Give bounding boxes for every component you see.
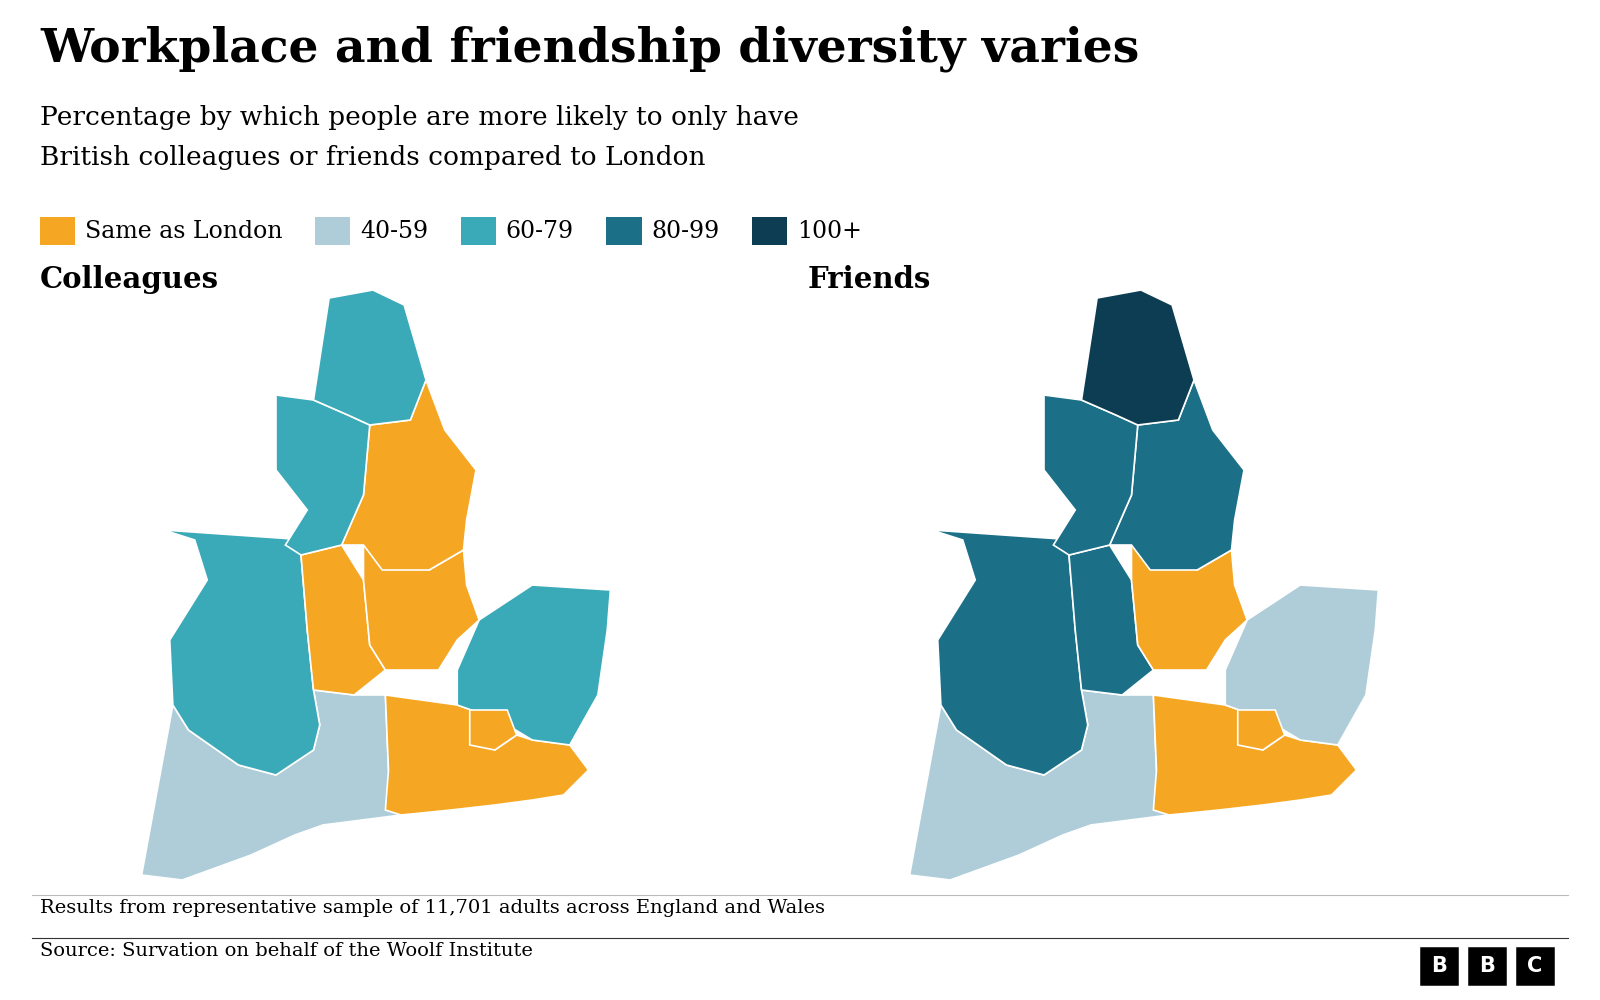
Text: 80-99: 80-99 — [651, 220, 720, 242]
Polygon shape — [142, 690, 451, 880]
FancyBboxPatch shape — [1466, 945, 1509, 987]
Polygon shape — [277, 395, 370, 555]
Text: Friends: Friends — [808, 265, 931, 294]
Polygon shape — [1082, 290, 1194, 425]
Polygon shape — [1238, 710, 1285, 750]
Polygon shape — [931, 530, 1088, 775]
Polygon shape — [363, 545, 478, 670]
Polygon shape — [342, 380, 475, 570]
Polygon shape — [163, 530, 320, 775]
Polygon shape — [1226, 585, 1378, 745]
Polygon shape — [1154, 695, 1357, 815]
Text: 40-59: 40-59 — [360, 220, 429, 242]
FancyBboxPatch shape — [1418, 945, 1461, 987]
Polygon shape — [910, 690, 1219, 880]
Text: Colleagues: Colleagues — [40, 265, 219, 294]
FancyBboxPatch shape — [1514, 945, 1557, 987]
Polygon shape — [386, 695, 589, 815]
Polygon shape — [1069, 545, 1154, 695]
Text: 60-79: 60-79 — [506, 220, 574, 242]
Text: 100+: 100+ — [797, 220, 862, 242]
Polygon shape — [1131, 545, 1246, 670]
Text: Source: Survation on behalf of the Woolf Institute: Source: Survation on behalf of the Woolf… — [40, 942, 533, 960]
Text: British colleagues or friends compared to London: British colleagues or friends compared t… — [40, 145, 706, 170]
Text: B: B — [1430, 956, 1446, 976]
Text: B: B — [1478, 956, 1494, 976]
Polygon shape — [470, 710, 517, 750]
Polygon shape — [1043, 395, 1138, 555]
Text: C: C — [1528, 956, 1542, 976]
Polygon shape — [1110, 380, 1243, 570]
Text: Results from representative sample of 11,701 adults across England and Wales: Results from representative sample of 11… — [40, 899, 826, 917]
Polygon shape — [458, 585, 610, 745]
Polygon shape — [301, 545, 386, 695]
Text: Percentage by which people are more likely to only have: Percentage by which people are more like… — [40, 105, 798, 130]
Polygon shape — [314, 290, 426, 425]
Text: Workplace and friendship diversity varies: Workplace and friendship diversity varie… — [40, 25, 1139, 72]
Text: Same as London: Same as London — [85, 220, 282, 242]
